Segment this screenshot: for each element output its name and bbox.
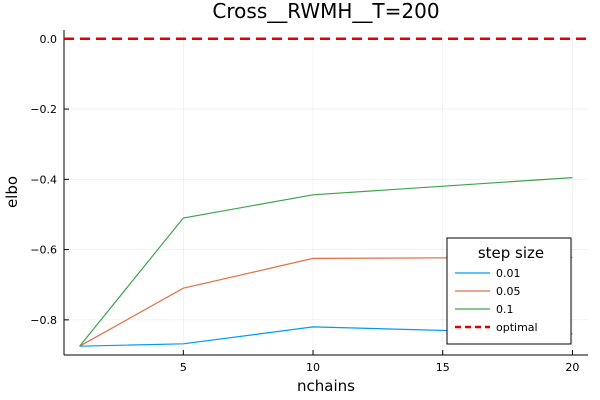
series-line-0.01 [79,326,573,347]
x-tick-label: 20 [565,361,579,374]
series-line-0.1 [79,177,573,347]
y-tick-label: −0.4 [30,173,57,186]
y-tick-label: −0.6 [30,244,57,257]
axes [63,30,588,356]
y-axis-label: elbo [3,176,21,208]
x-tick-label: 10 [306,361,320,374]
legend-label: 0.05 [496,285,521,298]
x-tick-label: 5 [180,361,187,374]
legend-title: step size [478,244,544,262]
legend-label: 0.01 [496,267,521,280]
legend-label: 0.1 [496,303,514,316]
y-tick-label: −0.8 [30,314,57,327]
chart-title: Cross__RWMH__T=200 [212,0,439,23]
y-ticks: 0.0 −0.2 −0.4 −0.6 −0.8 [30,33,69,327]
x-tick-label: 15 [436,361,450,374]
series-group [79,177,573,347]
series-line-0.05 [79,256,573,347]
y-tick-label: 0.0 [40,33,58,46]
x-ticks: 5 10 15 20 [180,350,579,374]
legend-items: 0.01 0.05 0.1 optimal [455,267,538,334]
legend: step size 0.01 0.05 0.1 optimal [446,237,572,345]
x-axis-label: nchains [297,377,355,395]
legend-label: optimal [496,321,538,334]
y-tick-label: −0.2 [30,103,57,116]
